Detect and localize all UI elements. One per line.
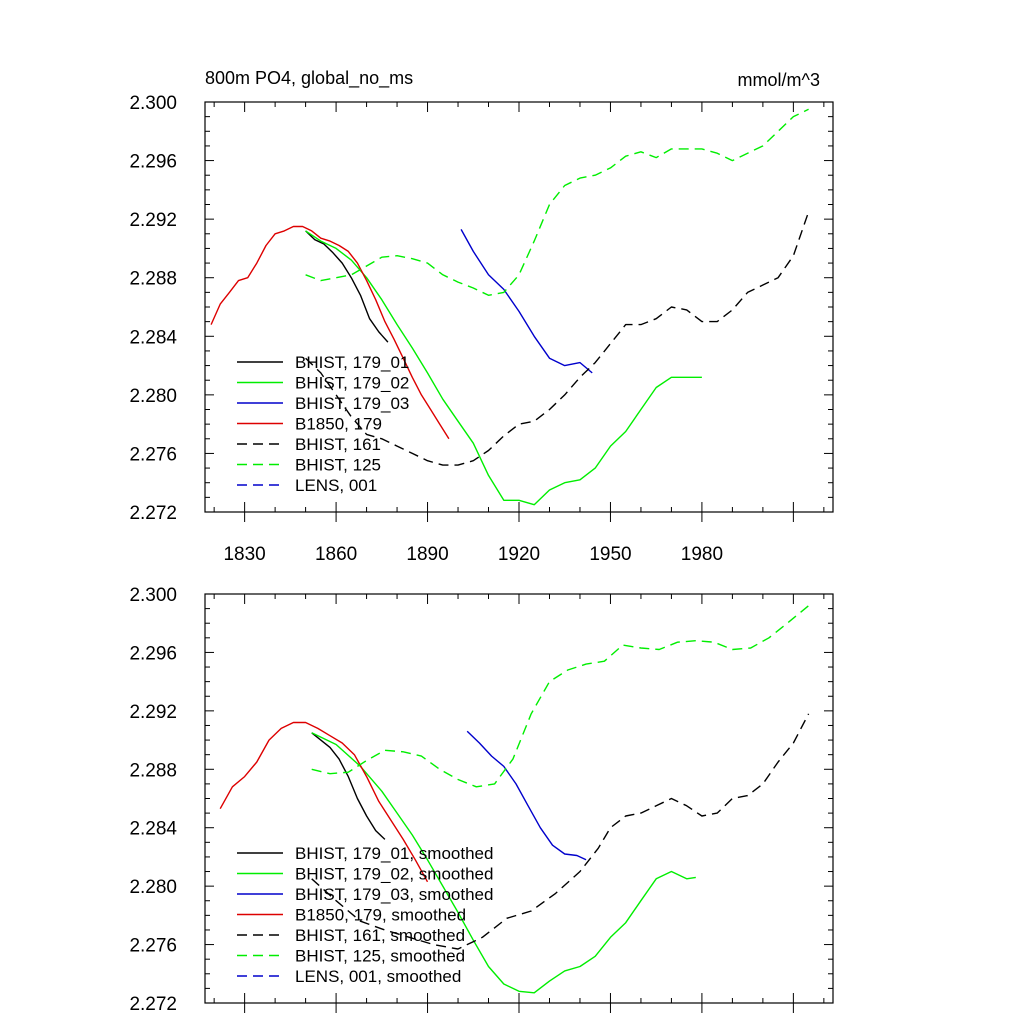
series-line [305,108,809,296]
legend-entry: LENS, 001, smoothed [295,967,461,986]
y-tick-label: 2.284 [129,327,177,348]
x-tick-label: 1950 [589,544,631,565]
legend-entry: BHIST, 179_03, smoothed [295,885,493,904]
y-tick-label: 2.296 [129,152,177,173]
series-line [219,721,429,883]
legend-entry: B1850, 179 [295,415,382,434]
series-line [305,230,702,506]
series-line [305,211,810,466]
legend-entry: LENS, 001 [295,476,377,495]
y-tick-label: 2.292 [129,210,177,231]
legend-entry: B1850, 179, smoothed [295,906,466,925]
y-tick-label: 2.288 [129,269,177,290]
y-tick-label: 2.276 [129,936,177,957]
series-line [305,230,389,343]
y-tick-label: 2.280 [129,386,177,407]
x-tick-label: 1920 [498,544,540,565]
legend-entry: BHIST, 179_03 [295,394,409,413]
x-tick-label: 1860 [315,544,357,565]
x-tick-label: 1890 [406,544,448,565]
x-tick-label: 1980 [681,544,723,565]
legend-entry: BHIST, 179_01 [295,353,409,372]
legend-entry: BHIST, 179_02, smoothed [295,865,493,884]
y-tick-label: 2.296 [129,643,177,664]
y-tick-label: 2.280 [129,877,177,898]
y-tick-label: 2.300 [129,585,177,606]
legend-entry: BHIST, 179_01, smoothed [295,844,493,863]
x-tick-label: 1830 [223,544,265,565]
y-tick-label: 2.276 [129,444,177,465]
series-line [311,732,696,994]
series-line [311,713,810,950]
series-line [460,229,593,374]
y-tick-label: 2.300 [129,93,177,114]
legend-entry: BHIST, 125 [295,456,381,475]
y-tick-label: 2.292 [129,702,177,723]
legend-entry: BHIST, 161, smoothed [295,926,465,945]
y-tick-label: 2.284 [129,819,177,840]
y-tick-label: 2.288 [129,760,177,781]
series-line [466,730,587,861]
series-line [210,225,450,440]
y-tick-label: 2.272 [129,994,177,1015]
chart-title: 800m PO4, global_no_ms [205,68,413,89]
series-line [311,732,386,840]
legend-entry: BHIST, 161 [295,435,381,454]
legend-entry: BHIST, 125, smoothed [295,947,465,966]
bottom-panel: 2.272 2.276 2.280 2.284 2.288 2.292 2.296 2.300… [129,585,834,1015]
legend-entry: BHIST, 179_02 [295,374,409,393]
series-line [311,605,810,788]
top-panel: 800m PO4, global_no_ms mmol/m^3 2.272 2.2… [129,68,834,565]
y-tick-label: 2.272 [129,503,177,524]
units-label: mmol/m^3 [738,70,820,90]
